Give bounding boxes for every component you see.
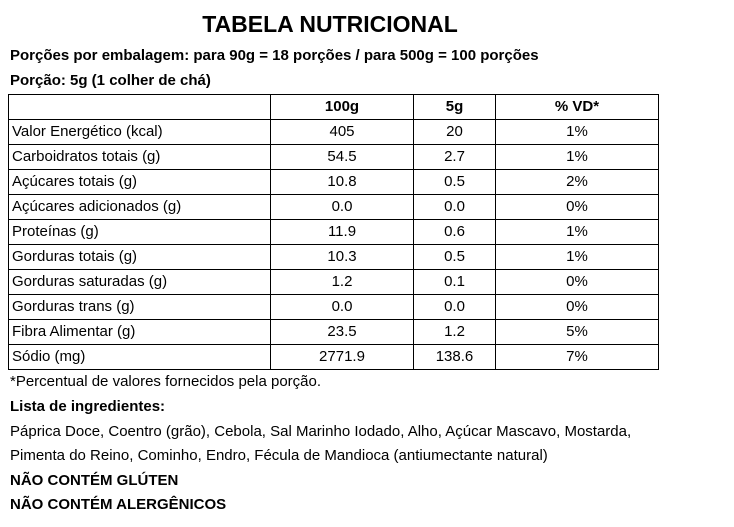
- portions-per-package: Porções por embalagem: para 90g = 18 por…: [10, 47, 539, 64]
- nutrient-label: Gorduras saturadas (g): [8, 269, 271, 295]
- value-vd: 1%: [495, 219, 659, 245]
- nutrient-label: Açúcares totais (g): [8, 169, 271, 195]
- table-row: Açúcares adicionados (g) 0.0 0.0 0%: [8, 194, 659, 220]
- value-vd: 1%: [495, 119, 659, 145]
- value-vd: 5%: [495, 319, 659, 345]
- value-5g: 0.5: [413, 169, 496, 195]
- table-title: TABELA NUTRICIONAL: [202, 11, 458, 37]
- value-5g: 0.0: [413, 294, 496, 320]
- value-100g: 54.5: [270, 144, 414, 170]
- nutrient-label: Gorduras trans (g): [8, 294, 271, 320]
- value-vd: 7%: [495, 344, 659, 370]
- value-vd: 1%: [495, 244, 659, 270]
- value-100g: 405: [270, 119, 414, 145]
- nutrient-label: Proteínas (g): [8, 219, 271, 245]
- table-row: Gorduras totais (g) 10.3 0.5 1%: [8, 244, 659, 270]
- gluten-notice: NÃO CONTÉM GLÚTEN: [10, 472, 179, 489]
- value-100g: 23.5: [270, 319, 414, 345]
- nutrient-label: Fibra Alimentar (g): [8, 319, 271, 345]
- nutrient-label: Açúcares adicionados (g): [8, 194, 271, 220]
- table-row: Gorduras trans (g) 0.0 0.0 0%: [8, 294, 659, 320]
- value-5g: 2.7: [413, 144, 496, 170]
- value-5g: 0.6: [413, 219, 496, 245]
- nutrient-label: Valor Energético (kcal): [8, 119, 271, 145]
- portion-size: Porção: 5g (1 colher de chá): [10, 72, 211, 89]
- value-vd: 0%: [495, 269, 659, 295]
- value-5g: 0.5: [413, 244, 496, 270]
- ingredients-heading: Lista de ingredientes:: [10, 398, 166, 415]
- value-100g: 1.2: [270, 269, 414, 295]
- header-5g: 5g: [413, 94, 496, 120]
- nutrient-label: Gorduras totais (g): [8, 244, 271, 270]
- table-row: Valor Energético (kcal) 405 20 1%: [8, 119, 659, 145]
- header-100g: 100g: [270, 94, 414, 120]
- value-100g: 2771.9: [270, 344, 414, 370]
- table-row: Proteínas (g) 11.9 0.6 1%: [8, 219, 659, 245]
- table-row: Carboidratos totais (g) 54.5 2.7 1%: [8, 144, 659, 170]
- nutrient-label: Sódio (mg): [8, 344, 271, 370]
- table-row: Açúcares totais (g) 10.8 0.5 2%: [8, 169, 659, 195]
- value-100g: 11.9: [270, 219, 414, 245]
- value-5g: 138.6: [413, 344, 496, 370]
- footnote: *Percentual de valores fornecidos pela p…: [10, 373, 322, 390]
- value-100g: 0.0: [270, 294, 414, 320]
- value-5g: 1.2: [413, 319, 496, 345]
- table-row: Sódio (mg) 2771.9 138.6 7%: [8, 344, 659, 370]
- ingredients-text-line-2: Pimenta do Reino, Cominho, Endro, Fécula…: [10, 447, 548, 464]
- header-vd: % VD*: [495, 94, 659, 120]
- value-vd: 1%: [495, 144, 659, 170]
- header-empty: [8, 94, 271, 120]
- value-5g: 0.1: [413, 269, 496, 295]
- table-row: Fibra Alimentar (g) 23.5 1.2 5%: [8, 319, 659, 345]
- allergen-notice: NÃO CONTÉM ALERGÊNICOS: [10, 496, 227, 513]
- table-header-row: 100g 5g % VD*: [8, 94, 659, 120]
- value-vd: 0%: [495, 194, 659, 220]
- value-5g: 0.0: [413, 194, 496, 220]
- ingredients-text-line-1: Páprica Doce, Coentro (grão), Cebola, Sa…: [10, 423, 632, 440]
- value-100g: 10.8: [270, 169, 414, 195]
- nutrition-table: 100g 5g % VD* Valor Energético (kcal) 405…: [8, 94, 659, 370]
- value-100g: 10.3: [270, 244, 414, 270]
- value-5g: 20: [413, 119, 496, 145]
- value-100g: 0.0: [270, 194, 414, 220]
- value-vd: 2%: [495, 169, 659, 195]
- value-vd: 0%: [495, 294, 659, 320]
- nutrient-label: Carboidratos totais (g): [8, 144, 271, 170]
- table-row: Gorduras saturadas (g) 1.2 0.1 0%: [8, 269, 659, 295]
